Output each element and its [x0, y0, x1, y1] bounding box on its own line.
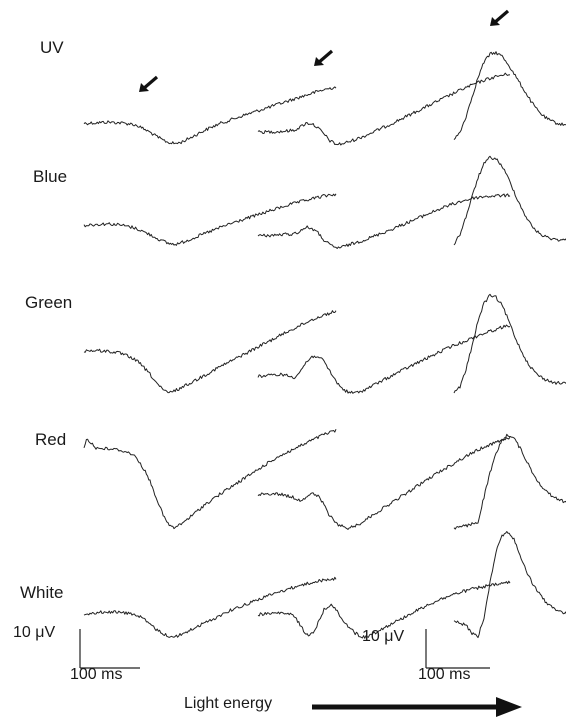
scale-left-amplitude-label: 10 μV: [13, 624, 56, 641]
row-label-white: White: [20, 583, 64, 602]
trace-green-col3: [453, 293, 566, 394]
trace-green-col2: [257, 324, 511, 394]
light-energy-label: Light energy: [184, 695, 273, 712]
row-label-uv: UV: [40, 38, 64, 57]
row-label-blue: Blue: [33, 167, 68, 186]
trace-red-col2: [257, 436, 511, 530]
trace-uv-col3: [453, 51, 566, 140]
scale-bar-right: [425, 629, 490, 669]
trace-blue-col2: [257, 193, 511, 249]
row-label-green: Green: [25, 293, 73, 312]
scale-right-time-label: 100 ms: [418, 666, 471, 683]
arrow-marker-icon: [314, 49, 334, 66]
trace-white-col2: [257, 580, 511, 639]
light-energy-arrow-icon: [312, 697, 522, 717]
arrow-marker-icon: [139, 75, 159, 92]
scale-left-time-label: 100 ms: [70, 666, 123, 683]
arrow-marker-icon: [490, 9, 510, 26]
scale-bar-left: [79, 629, 140, 669]
scale-right-amplitude-label: 10 μV: [362, 628, 405, 645]
trace-green-col1: [83, 310, 337, 394]
trace-blue-col1: [83, 193, 337, 246]
trace-red-col3: [453, 433, 566, 530]
trace-white-col3: [453, 531, 566, 639]
trace-uv-col1: [83, 86, 337, 145]
trace-blue-col3: [453, 155, 566, 246]
trace-uv-col2: [257, 72, 511, 146]
trace-red-col1: [83, 429, 337, 530]
row-label-red: Red: [35, 430, 67, 449]
trace-white-col1: [83, 576, 337, 638]
